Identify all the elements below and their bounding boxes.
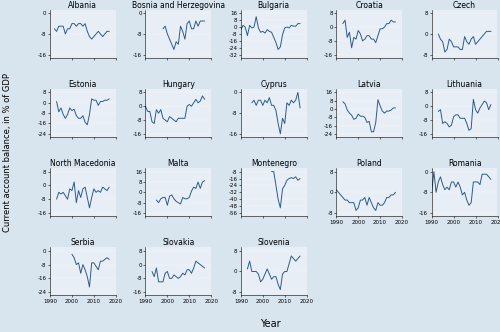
- Text: Year: Year: [260, 319, 280, 329]
- Title: Bulgaria: Bulgaria: [258, 1, 290, 10]
- Title: Albania: Albania: [68, 1, 98, 10]
- Title: Poland: Poland: [356, 159, 382, 168]
- Title: Malta: Malta: [168, 159, 189, 168]
- Title: Romania: Romania: [448, 159, 482, 168]
- Title: Latvia: Latvia: [358, 80, 381, 89]
- Title: Bosnia and Herzegovina: Bosnia and Herzegovina: [132, 1, 225, 10]
- Title: Croatia: Croatia: [355, 1, 383, 10]
- Title: North Macedonia: North Macedonia: [50, 159, 116, 168]
- Title: Montenegro: Montenegro: [251, 159, 297, 168]
- Text: Current account balance, in % of GDP: Current account balance, in % of GDP: [3, 73, 12, 232]
- Title: Hungary: Hungary: [162, 80, 195, 89]
- Title: Lithuania: Lithuania: [446, 80, 482, 89]
- Title: Czech: Czech: [453, 1, 476, 10]
- Title: Cyprus: Cyprus: [260, 80, 287, 89]
- Title: Estonia: Estonia: [68, 80, 97, 89]
- Title: Slovakia: Slovakia: [162, 238, 194, 247]
- Title: Serbia: Serbia: [70, 238, 95, 247]
- Title: Slovenia: Slovenia: [258, 238, 290, 247]
